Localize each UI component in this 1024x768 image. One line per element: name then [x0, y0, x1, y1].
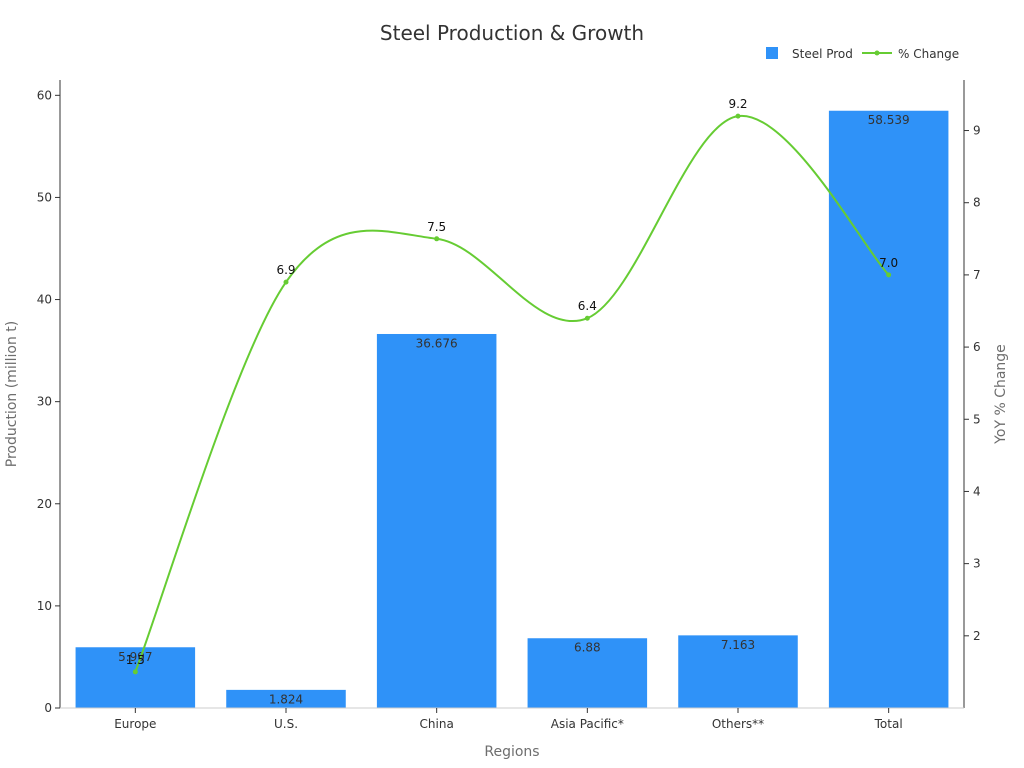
line-point-3: [584, 315, 590, 321]
bar-label-1: 1.824: [269, 692, 303, 706]
line-label-2: 7.5: [427, 220, 446, 234]
right-tick-label-2: 4: [973, 484, 981, 498]
bar-2: [375, 332, 498, 709]
bar-label-3: 6.88: [574, 641, 601, 655]
right-y-ticks: 2 3 4 5 6 7 8 9: [964, 124, 981, 643]
chart-title: Steel Production & Growth: [380, 21, 644, 45]
x-tick-label-2: China: [420, 717, 454, 731]
line-data-labels: 1.5 6.9 7.5 6.4 9.2 7.0: [126, 97, 898, 667]
bar-label-4: 7.163: [721, 638, 755, 652]
right-tick-label-5: 7: [973, 268, 981, 282]
right-tick-label-4: 6: [973, 340, 981, 354]
left-tick-label-5: 50: [37, 190, 52, 204]
legend: Steel Prod % Change: [766, 47, 959, 61]
bar-label-2: 36.676: [416, 336, 458, 350]
left-y-axis-title: Production (million t): [4, 321, 20, 467]
line-label-4: 9.2: [728, 97, 747, 111]
x-axis-title: Regions: [484, 744, 539, 760]
line-point-0: [132, 669, 138, 675]
x-tick-label-1: U.S.: [274, 717, 298, 731]
legend-line-marker: [874, 50, 880, 56]
percent-change-line: [134, 115, 890, 673]
right-tick-label-3: 5: [973, 412, 981, 426]
x-tick-label-4: Others**: [712, 717, 764, 731]
left-tick-label-2: 20: [37, 497, 52, 511]
bar-data-labels: 5.997 1.824 36.676 6.88 7.163 58.539: [118, 113, 910, 706]
line-series: [132, 113, 892, 675]
left-y-ticks: 0 10 20 30 40 50 60: [37, 88, 60, 715]
right-tick-label-6: 8: [973, 196, 981, 210]
line-label-3: 6.4: [578, 299, 597, 313]
left-tick-label-1: 10: [37, 599, 52, 613]
line-point-2: [434, 236, 440, 242]
x-tick-label-0: Europe: [114, 717, 156, 731]
left-tick-label-4: 40: [37, 293, 52, 307]
right-tick-label-0: 2: [973, 629, 981, 643]
bar-4: [677, 634, 799, 709]
right-tick-label-1: 3: [973, 557, 981, 571]
bar-5: [827, 109, 950, 709]
right-tick-label-7: 9: [973, 124, 981, 138]
line-point-1: [283, 279, 289, 285]
x-tick-label-3: Asia Pacific*: [551, 717, 624, 731]
bar-label-0: 5.997: [118, 650, 152, 664]
left-tick-label-6: 60: [37, 88, 52, 102]
legend-bar-label: Steel Prod: [792, 47, 853, 61]
left-tick-label-3: 30: [37, 395, 52, 409]
axes: [59, 80, 965, 709]
bar-label-5: 58.539: [868, 113, 910, 127]
line-label-0: 1.5: [126, 653, 145, 667]
left-tick-label-0: 0: [44, 701, 52, 715]
right-y-axis-title: YoY % Change: [993, 344, 1009, 445]
legend-bar-swatch: [766, 47, 778, 59]
line-point-4: [735, 113, 741, 119]
legend-line-label: % Change: [898, 47, 959, 61]
x-ticks: Europe U.S. China Asia Pacific* Others** Tota…: [114, 708, 903, 731]
line-label-5: 7.0: [879, 256, 898, 270]
line-point-5: [886, 272, 892, 278]
x-tick-label-5: Total: [874, 717, 903, 731]
line-label-1: 6.9: [276, 263, 295, 277]
bar-series: [74, 109, 950, 709]
